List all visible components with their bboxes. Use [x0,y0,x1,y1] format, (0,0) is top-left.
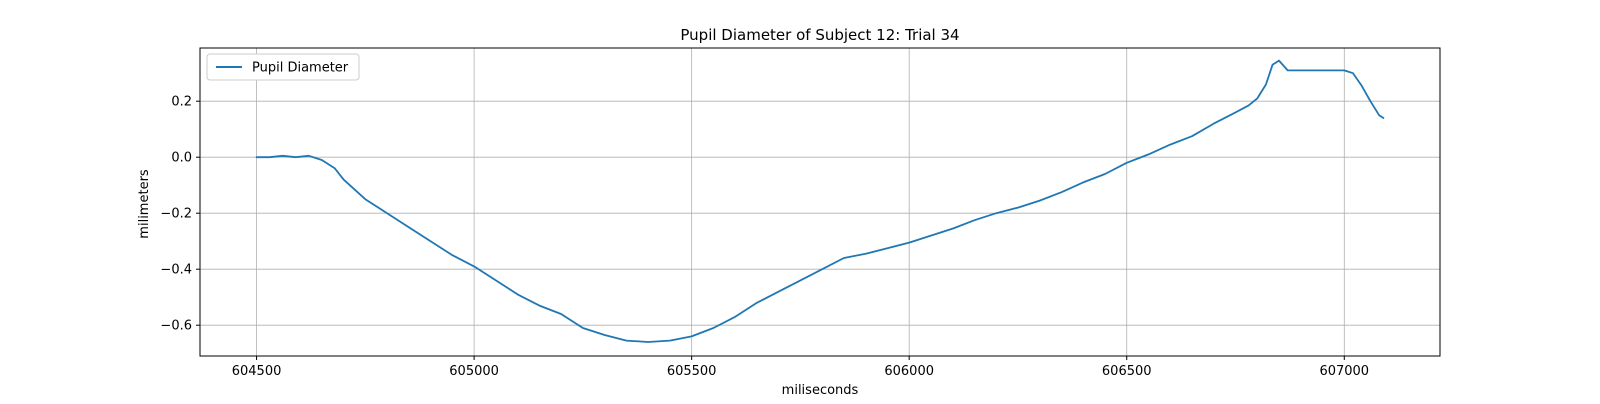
x-axis-label: miliseconds [782,383,859,398]
grid [200,48,1440,356]
x-tick-label: 607000 [1319,364,1369,379]
y-tick-label: −0.4 [160,263,192,278]
x-tick-label: 604500 [232,364,282,379]
chart-title: Pupil Diameter of Subject 12: Trial 34 [680,26,959,44]
series-layer [255,59,1385,343]
x-tick-label: 605000 [449,364,499,379]
y-tick-label: 0.0 [171,151,192,166]
y-tick-label: −0.2 [160,207,192,222]
x-tick-label: 606500 [1102,364,1152,379]
x-tick-label: 606000 [884,364,934,379]
plot-frame [199,47,1441,357]
y-axis-label: milimeters [137,169,152,239]
x-tick-label: 605500 [667,364,717,379]
legend-box [206,53,360,81]
legend-label-pupil-diameter: Pupil Diameter [252,61,349,76]
y-tick-label: −0.6 [160,319,192,334]
y-tick-label: 0.2 [171,95,192,110]
ticks: 604500 605000 605500 606000 606500 607000 −0.6… [160,95,1369,379]
legend: Pupil Diameter [206,53,360,81]
series-line-pupil-diameter [255,59,1385,343]
